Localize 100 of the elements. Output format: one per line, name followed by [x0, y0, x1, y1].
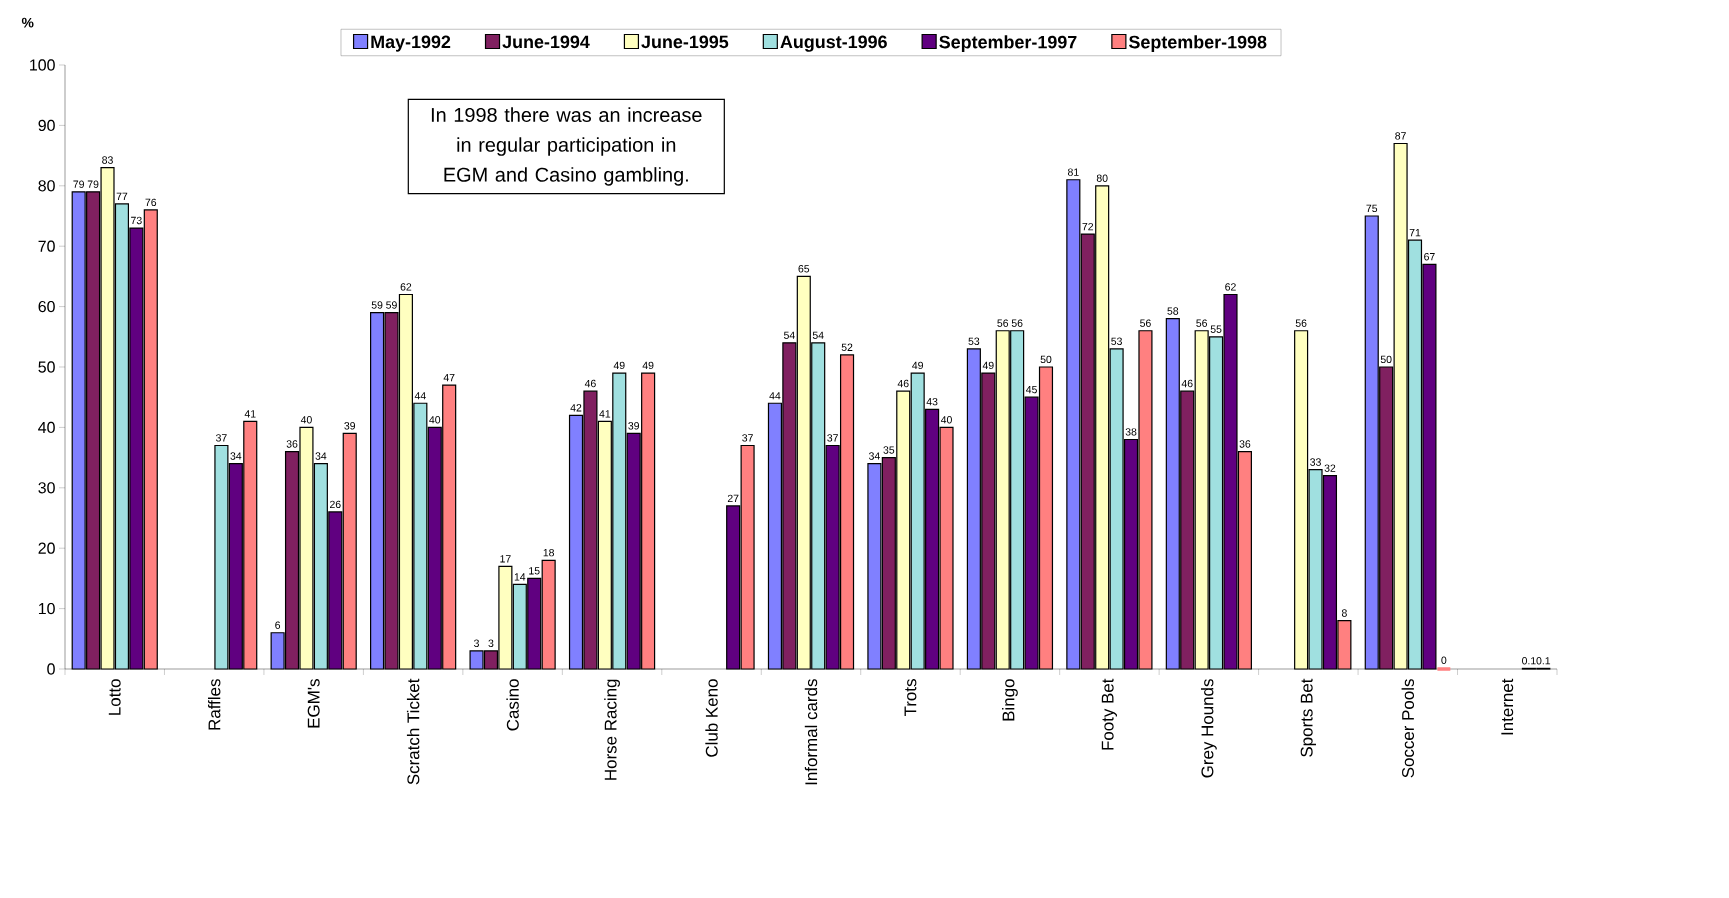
- x-tick-label: EGM's: [307, 679, 320, 728]
- x-tick-label: Sports Bet: [1300, 678, 1316, 757]
- data-label: 40: [429, 416, 441, 424]
- x-tick-label: Horse Racing: [604, 679, 620, 780]
- y-tick-label: 40: [38, 421, 55, 434]
- y-tick-label: 30: [38, 482, 55, 494]
- x-tick-label: Internet: [1501, 678, 1514, 735]
- y-tick-label: 100: [30, 59, 55, 71]
- legend-label: May-1992: [371, 35, 451, 52]
- data-label: 18: [543, 548, 555, 557]
- y-axis-title: %: [21, 17, 34, 28]
- data-label: 36: [286, 440, 298, 448]
- data-label: 53: [1111, 337, 1122, 345]
- x-tick-label: Footy Bet: [1101, 678, 1117, 750]
- data-label: 83: [102, 156, 113, 164]
- data-label: 40: [940, 416, 952, 424]
- data-label: 54: [812, 331, 824, 339]
- data-label: 46: [584, 379, 596, 388]
- data-label: 36: [1239, 440, 1251, 448]
- data-label: 77: [116, 192, 128, 200]
- data-label: 0: [1441, 656, 1447, 664]
- data-label: 46: [1181, 379, 1193, 388]
- data-label: 50: [1040, 355, 1052, 364]
- data-label: 27: [727, 494, 739, 502]
- data-label: 73: [131, 216, 142, 225]
- data-label: 41: [599, 410, 611, 418]
- data-label: 15: [529, 567, 540, 575]
- data-label: 49: [642, 361, 654, 370]
- data-label: 81: [1067, 168, 1079, 176]
- data-label: 67: [1424, 253, 1435, 261]
- data-label: 44: [414, 392, 426, 400]
- data-label: 3: [488, 639, 494, 647]
- data-label: 56: [1196, 319, 1208, 327]
- data-label: 56: [1011, 319, 1023, 327]
- data-label: 37: [827, 434, 838, 442]
- x-tick-label: Lotto: [108, 679, 121, 715]
- x-tick-label: Casino: [506, 679, 519, 731]
- data-label: 39: [628, 422, 640, 430]
- data-label: 87: [1395, 132, 1406, 140]
- data-label: 3: [474, 639, 479, 647]
- x-tick-label: Grey Hounds: [1200, 679, 1217, 778]
- y-tick-label: 0: [47, 663, 55, 675]
- data-label: 45: [1025, 385, 1037, 394]
- y-tick-label: 20: [38, 542, 55, 554]
- data-label: 39: [344, 422, 356, 430]
- y-tick-label: 80: [38, 180, 55, 192]
- data-label: 76: [145, 198, 157, 207]
- data-label: 41: [244, 410, 256, 418]
- legend-label: June-1995: [641, 35, 729, 49]
- data-label: 42: [570, 404, 582, 412]
- data-label: 26: [330, 500, 341, 509]
- data-label: 79: [73, 180, 84, 188]
- data-label: 53: [968, 337, 980, 345]
- x-tick-label: Scratch Ticket: [406, 678, 420, 785]
- data-label: 8: [1341, 609, 1347, 617]
- data-label: 44: [769, 392, 781, 400]
- data-label: 62: [1225, 283, 1236, 291]
- annotation: In 1998 there was an increase in regular participation in EGM and Casino gambling.: [431, 107, 702, 186]
- data-label: 65: [798, 265, 810, 273]
- data-label: 49: [912, 361, 923, 370]
- data-label: 40: [300, 416, 312, 424]
- data-label: 17: [500, 555, 511, 563]
- data-label: 46: [897, 379, 909, 388]
- data-label: 56: [997, 319, 1009, 327]
- data-label: 80: [1096, 174, 1108, 182]
- data-label: 62: [400, 283, 412, 291]
- legend-label: September-1997: [939, 35, 1077, 52]
- y-tick-label: 10: [38, 602, 55, 615]
- data-label: 37: [215, 434, 227, 442]
- y-tick-label: 70: [38, 240, 55, 252]
- x-tick-label: Soccer Pools: [1401, 679, 1415, 778]
- data-label: 71: [1409, 229, 1421, 237]
- data-label: 49: [613, 361, 625, 370]
- x-tick-label: Bingo: [1002, 679, 1018, 721]
- data-label: 56: [1140, 319, 1151, 327]
- legend-label: June-1994: [502, 35, 590, 49]
- data-label: 35: [883, 446, 895, 454]
- data-label: 52: [841, 343, 853, 351]
- legend-label: August-1996: [780, 35, 887, 52]
- data-label: 34: [868, 452, 880, 460]
- data-label: 0.1: [1522, 657, 1536, 665]
- data-label: 14: [514, 573, 526, 581]
- data-label: 58: [1167, 307, 1179, 315]
- data-label: 38: [1125, 428, 1137, 436]
- data-label: 37: [742, 434, 753, 442]
- data-label: 72: [1082, 222, 1094, 231]
- x-tick-label: Raffles: [207, 679, 221, 730]
- x-tick-label: Club Keno: [705, 679, 718, 757]
- data-label: 75: [1366, 204, 1378, 213]
- data-label: 32: [1324, 464, 1336, 472]
- x-tick-label: Trots: [904, 679, 917, 717]
- data-label: 54: [783, 331, 795, 339]
- data-label: 55: [1210, 325, 1222, 333]
- data-label: 59: [386, 301, 397, 309]
- data-label: 47: [443, 374, 455, 382]
- data-label: 33: [1310, 458, 1321, 466]
- y-tick-label: 90: [38, 119, 55, 132]
- data-label: 49: [982, 361, 994, 370]
- data-label: 79: [87, 180, 99, 188]
- data-label: 6: [275, 621, 281, 629]
